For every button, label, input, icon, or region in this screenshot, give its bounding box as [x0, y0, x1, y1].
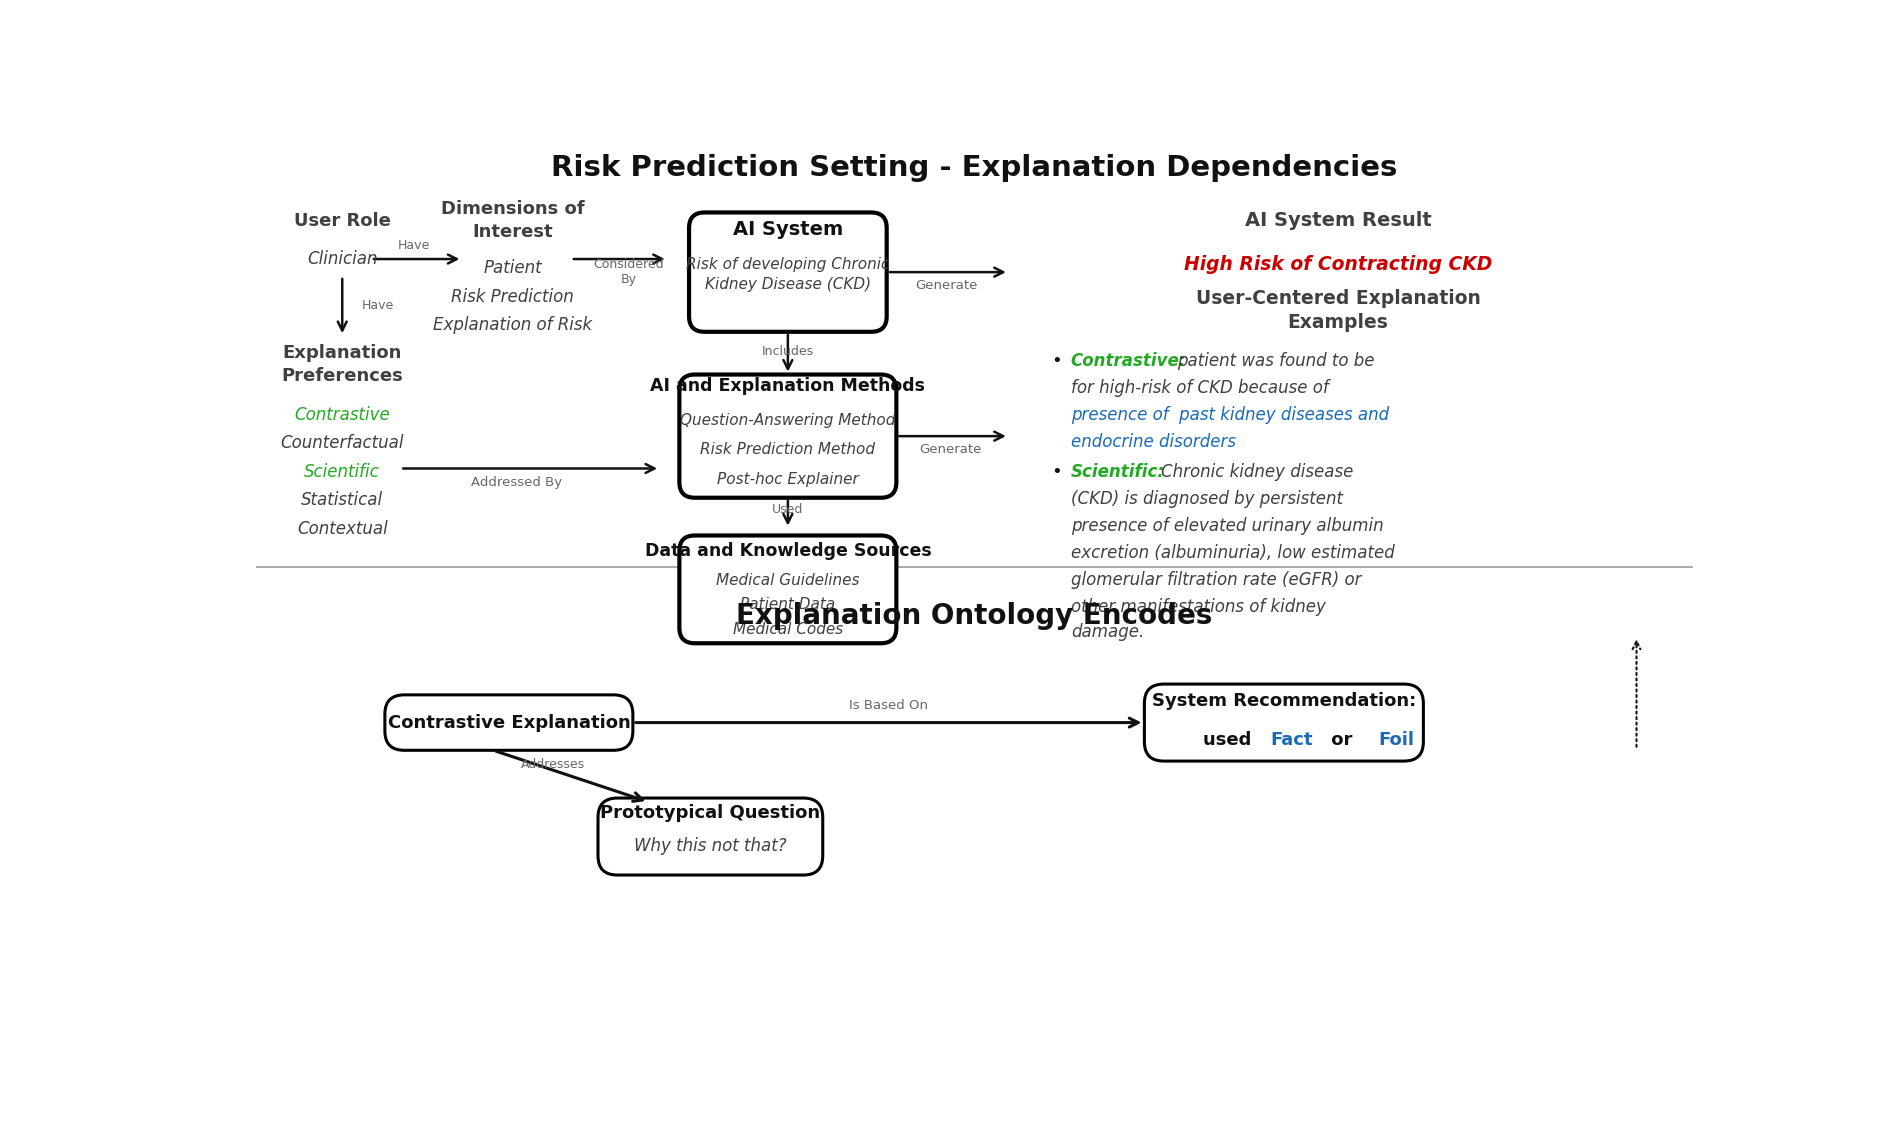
Text: used: used	[1203, 730, 1257, 748]
Text: Explanation of Risk: Explanation of Risk	[433, 316, 593, 334]
Text: •: •	[1051, 463, 1063, 481]
Text: Data and Knowledge Sources: Data and Knowledge Sources	[644, 542, 931, 560]
Text: Scientific: Scientific	[304, 463, 380, 481]
Text: Used: Used	[772, 503, 804, 516]
FancyBboxPatch shape	[1144, 684, 1424, 761]
Text: endocrine disorders: endocrine disorders	[1070, 432, 1236, 451]
Text: patient was found to be: patient was found to be	[1177, 352, 1374, 370]
Text: presence of  past kidney diseases and: presence of past kidney diseases and	[1070, 405, 1390, 423]
Text: Why this not that?: Why this not that?	[635, 837, 787, 855]
Text: Counterfactual: Counterfactual	[281, 434, 405, 452]
Text: Medical Guidelines: Medical Guidelines	[717, 573, 859, 588]
Text: Contrastive Explanation: Contrastive Explanation	[388, 713, 631, 731]
Text: Includes: Includes	[762, 345, 814, 358]
Text: (CKD) is diagnosed by persistent: (CKD) is diagnosed by persistent	[1070, 490, 1342, 508]
Text: Patient: Patient	[483, 259, 542, 277]
Text: Contextual: Contextual	[297, 520, 388, 538]
FancyBboxPatch shape	[688, 213, 886, 332]
Text: Medical Codes: Medical Codes	[732, 621, 842, 637]
Text: Foil: Foil	[1378, 730, 1414, 748]
Text: Explanation
Preferences: Explanation Preferences	[281, 344, 403, 385]
Text: Explanation Ontology Encodes: Explanation Ontology Encodes	[736, 602, 1213, 631]
Text: Addresses: Addresses	[521, 757, 586, 771]
Text: Risk Prediction: Risk Prediction	[451, 288, 574, 306]
Text: Considered
By: Considered By	[593, 258, 663, 286]
Text: Addressed By: Addressed By	[471, 475, 563, 489]
Text: AI System: AI System	[732, 221, 842, 239]
Text: User Role: User Role	[295, 212, 392, 230]
Text: Have: Have	[397, 239, 430, 251]
Text: Prototypical Question: Prototypical Question	[601, 805, 821, 823]
Text: •: •	[1051, 352, 1063, 370]
Text: other manifestations of kidney: other manifestations of kidney	[1070, 598, 1325, 616]
Text: AI System Result: AI System Result	[1245, 211, 1431, 230]
Text: Generate: Generate	[916, 278, 977, 292]
Text: glomerular filtration rate (eGFR) or: glomerular filtration rate (eGFR) or	[1070, 572, 1361, 589]
FancyBboxPatch shape	[599, 798, 823, 875]
Text: for high-risk of CKD because of: for high-risk of CKD because of	[1070, 378, 1329, 396]
Text: excretion (albuminuria), low estimated: excretion (albuminuria), low estimated	[1070, 544, 1395, 563]
Text: Post-hoc Explainer: Post-hoc Explainer	[717, 472, 859, 487]
Text: Risk Prediction Method: Risk Prediction Method	[700, 443, 874, 457]
Text: User-Centered Explanation
Examples: User-Centered Explanation Examples	[1196, 290, 1481, 332]
FancyBboxPatch shape	[679, 535, 897, 643]
Text: Scientific:: Scientific:	[1070, 463, 1165, 481]
Text: Contrastive: Contrastive	[295, 405, 390, 423]
Text: Patient Data: Patient Data	[739, 598, 836, 612]
Text: presence of elevated urinary albumin: presence of elevated urinary albumin	[1070, 517, 1384, 535]
Text: Have: Have	[361, 299, 394, 311]
Text: Chronic kidney disease: Chronic kidney disease	[1162, 463, 1354, 481]
FancyBboxPatch shape	[679, 375, 897, 498]
Text: damage.: damage.	[1070, 623, 1144, 641]
Text: Generate: Generate	[920, 443, 981, 456]
Text: System Recommendation:: System Recommendation:	[1152, 692, 1416, 710]
Text: or: or	[1325, 730, 1357, 748]
Text: Contrastive:: Contrastive:	[1070, 352, 1186, 370]
Text: Clinician: Clinician	[306, 250, 378, 268]
Text: Risk Prediction Setting - Explanation Dependencies: Risk Prediction Setting - Explanation De…	[551, 154, 1397, 182]
FancyBboxPatch shape	[384, 695, 633, 751]
Text: Risk of developing Chronic
Kidney Disease (CKD): Risk of developing Chronic Kidney Diseas…	[686, 257, 890, 292]
Text: Is Based On: Is Based On	[850, 700, 928, 712]
Text: Dimensions of
Interest: Dimensions of Interest	[441, 200, 586, 241]
Text: Fact: Fact	[1270, 730, 1314, 748]
Text: High Risk of Contracting CKD: High Risk of Contracting CKD	[1184, 255, 1492, 274]
Text: Question-Answering Method: Question-Answering Method	[681, 413, 895, 428]
Text: Statistical: Statistical	[300, 491, 384, 509]
Text: AI and Explanation Methods: AI and Explanation Methods	[650, 377, 926, 395]
